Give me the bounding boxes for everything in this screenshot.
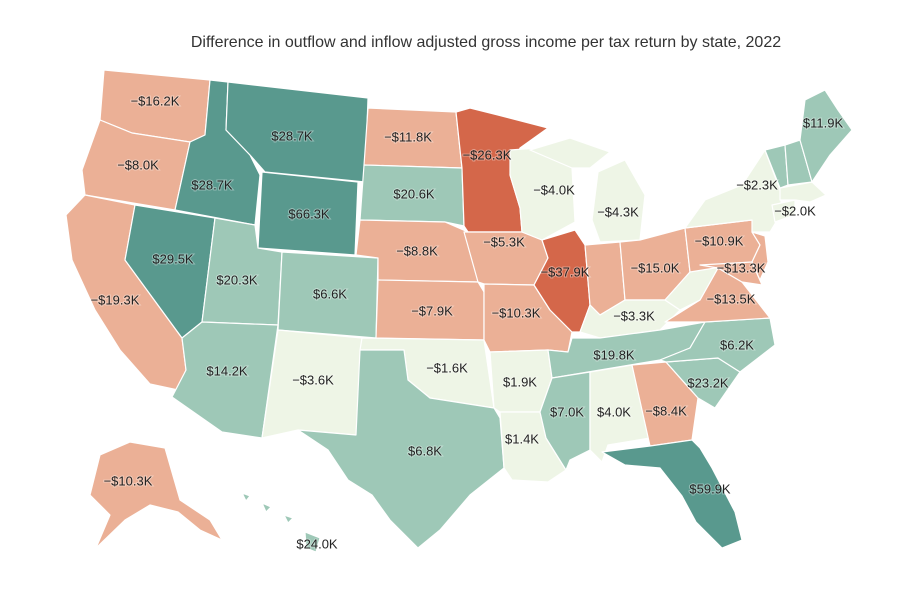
state-label-fl: $59.9K	[689, 482, 731, 497]
state-label-nm: −$3.6K	[292, 373, 334, 388]
state-label-ks: −$7.9K	[411, 304, 453, 319]
state-label-sc: $23.2K	[687, 376, 729, 391]
state-label-mn: −$26.3K	[463, 148, 512, 163]
state-label-il: −$37.9K	[541, 265, 590, 280]
state-labels: −$16.2K −$8.0K −$19.3K $29.5K $28.7K $28…	[90, 93, 845, 553]
state-label-ut: $20.3K	[216, 273, 258, 288]
state-label-ok: −$1.6K	[426, 361, 468, 376]
state-wy[interactable]	[257, 171, 359, 256]
state-label-ky: −$3.3K	[613, 309, 655, 324]
state-label-mt: $28.7K	[271, 129, 313, 144]
state-sd[interactable]	[359, 164, 465, 227]
state-label-ia: −$5.3K	[483, 235, 525, 250]
state-label-va: −$13.5K	[707, 292, 756, 307]
state-label-md: −$13.3K	[717, 261, 766, 276]
state-ny[interactable]	[684, 149, 783, 233]
state-label-ak: −$10.3K	[104, 474, 153, 489]
state-label-ga: −$8.4K	[645, 404, 687, 419]
state-label-la: $1.4K	[505, 432, 539, 447]
state-label-or: −$8.0K	[117, 158, 159, 173]
state-label-tn: $19.8K	[593, 348, 635, 363]
state-tx[interactable]	[297, 349, 505, 549]
state-label-al: $4.0K	[597, 405, 631, 420]
state-label-sd: $20.6K	[393, 187, 435, 202]
state-az[interactable]	[171, 321, 279, 439]
state-label-mi: −$4.3K	[597, 205, 639, 220]
state-label-ny: −$2.3K	[736, 178, 778, 193]
state-nj[interactable]	[751, 231, 769, 281]
state-me[interactable]	[799, 89, 853, 183]
state-label-ne: −$8.8K	[396, 244, 438, 259]
state-ct[interactable]	[771, 199, 796, 223]
state-ak[interactable]	[89, 441, 223, 549]
state-label-wy: $66.3K	[288, 207, 330, 222]
state-label-wa: −$16.2K	[131, 94, 180, 109]
state-md[interactable]	[699, 261, 763, 286]
state-ga[interactable]	[631, 361, 699, 447]
state-label-pa: −$10.9K	[695, 234, 744, 249]
state-label-tx: $6.8K	[408, 444, 442, 459]
state-hi[interactable]	[241, 492, 321, 553]
state-label-ct: −$2.0K	[774, 204, 816, 219]
state-shapes	[65, 69, 853, 553]
state-label-me: $11.9K	[803, 116, 844, 131]
state-il[interactable]	[533, 229, 591, 333]
state-label-nd: −$11.8K	[384, 130, 432, 145]
state-label-id: $28.7K	[191, 178, 233, 193]
state-label-nc: $6.2K	[720, 338, 754, 353]
state-fl[interactable]	[601, 439, 743, 549]
state-label-ms: $7.0K	[550, 405, 584, 420]
state-label-ar: $1.9K	[503, 375, 537, 390]
state-label-in: −$15.0K	[631, 261, 680, 276]
map-title: Difference in outflow and inflow adjuste…	[190, 34, 782, 51]
state-label-az: $14.2K	[206, 364, 248, 379]
state-label-hi: $24.0K	[296, 537, 338, 552]
state-label-ca: −$19.3K	[91, 293, 140, 308]
state-label-wi: −$4.0K	[533, 183, 575, 198]
state-label-nv: $29.5K	[152, 252, 194, 267]
state-label-mo: −$10.3K	[492, 306, 541, 321]
state-label-co: $6.6K	[313, 287, 347, 302]
